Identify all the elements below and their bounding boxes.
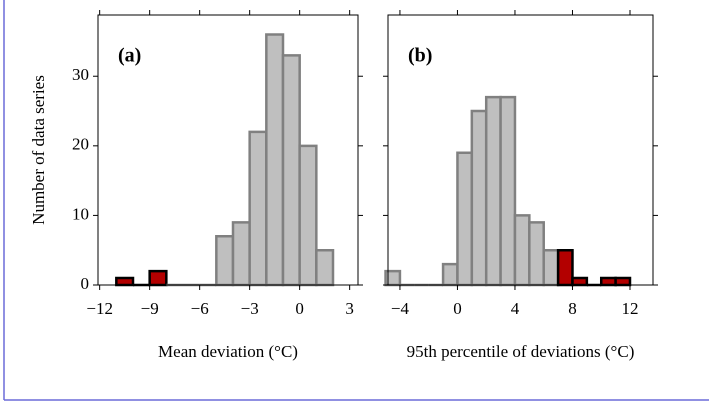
y-tick-label: 0 bbox=[81, 274, 90, 293]
histogram-bar bbox=[614, 276, 632, 287]
histogram-bar bbox=[456, 151, 474, 287]
x-axis-label: 95th percentile of deviations (°C) bbox=[406, 342, 635, 361]
histogram-bar bbox=[484, 95, 502, 287]
histogram-bar bbox=[248, 130, 268, 287]
y-tick-label: 20 bbox=[72, 135, 89, 154]
histogram-bar bbox=[528, 221, 545, 287]
x-axis-label: Mean deviation (°C) bbox=[158, 342, 298, 361]
y-tick-label: 10 bbox=[72, 204, 89, 223]
x-tick-label: −4 bbox=[391, 299, 410, 318]
histogram-bar bbox=[298, 144, 318, 287]
x-tick-label: −6 bbox=[191, 299, 209, 318]
x-tick-label: 4 bbox=[511, 299, 520, 318]
histogram-bar bbox=[556, 248, 574, 287]
x-tick-label: −9 bbox=[141, 299, 159, 318]
panel: −4 0 4 8 12 (b) 95th percentile of deviations … bbox=[383, 10, 658, 361]
y-tick-label: 30 bbox=[72, 65, 89, 84]
panel: 0 10 20 30 −12 −9 −6 −3 0 3 (a) Mean deviation (°C) bbox=[72, 10, 363, 361]
histogram-bar bbox=[315, 248, 335, 287]
axes-box bbox=[97, 14, 359, 286]
histogram-bar bbox=[513, 214, 531, 287]
x-tick-label: −3 bbox=[241, 299, 259, 318]
histogram-bar bbox=[499, 95, 517, 287]
x-tick-label: 0 bbox=[295, 299, 304, 318]
histogram-bar bbox=[115, 276, 135, 287]
histogram-bar bbox=[441, 262, 459, 287]
x-tick-label: 12 bbox=[621, 299, 638, 318]
x-axis-label-box: 95th percentile of deviations (°C) bbox=[406, 342, 635, 361]
x-tick-label: 0 bbox=[453, 299, 462, 318]
y-axis-label: Number of data series bbox=[29, 75, 48, 225]
x-tick-label: 3 bbox=[345, 299, 354, 318]
x-axis-label-box: Mean deviation (°C) bbox=[158, 342, 298, 361]
histogram-bar bbox=[470, 109, 488, 287]
x-tick-label: −12 bbox=[86, 299, 113, 318]
histogram-bar bbox=[215, 235, 235, 287]
panel-label: (a) bbox=[118, 45, 141, 67]
panel-label: (b) bbox=[408, 45, 432, 67]
histogram-bar bbox=[542, 248, 560, 287]
axes-box bbox=[387, 14, 654, 286]
histogram-bar bbox=[265, 33, 285, 287]
histogram-bar bbox=[571, 276, 589, 287]
histogram-bar bbox=[148, 269, 168, 287]
x-tick-label: 8 bbox=[568, 299, 577, 318]
histogram-bar bbox=[599, 276, 617, 287]
histogram-bar bbox=[281, 54, 301, 287]
histogram-bar bbox=[231, 221, 251, 287]
